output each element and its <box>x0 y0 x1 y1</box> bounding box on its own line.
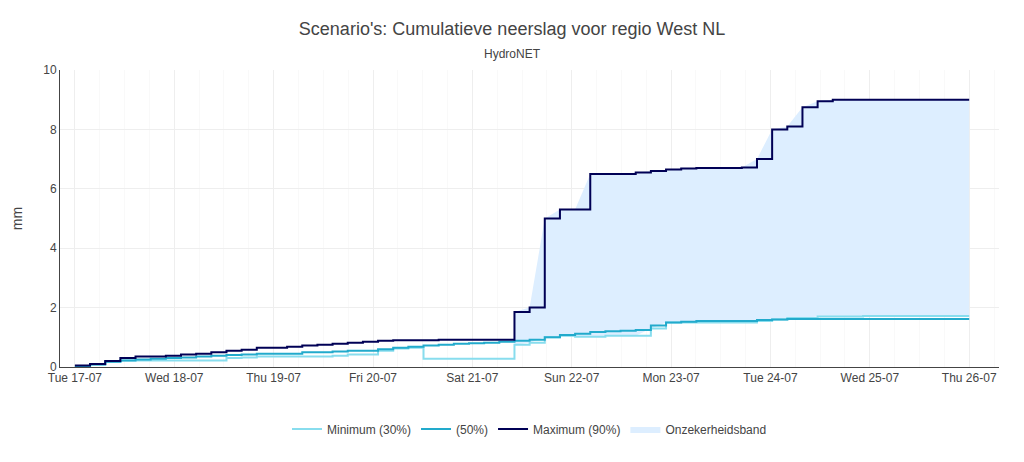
svg-text:2: 2 <box>50 301 57 315</box>
svg-text:0: 0 <box>50 360 57 374</box>
svg-text:Thu 19-07: Thu 19-07 <box>246 371 301 385</box>
svg-text:Maximum (90%): Maximum (90%) <box>533 423 620 437</box>
svg-text:Fri 20-07: Fri 20-07 <box>349 371 397 385</box>
svg-text:Wed 25-07: Wed 25-07 <box>841 371 900 385</box>
svg-text:Sun 22-07: Sun 22-07 <box>544 371 600 385</box>
svg-text:Thu 26-07: Thu 26-07 <box>942 371 997 385</box>
svg-text:Wed 18-07: Wed 18-07 <box>145 371 204 385</box>
svg-text:6: 6 <box>50 182 57 196</box>
svg-text:Minimum (30%): Minimum (30%) <box>327 423 411 437</box>
svg-text:Tue 17-07: Tue 17-07 <box>48 371 103 385</box>
svg-text:Sat 21-07: Sat 21-07 <box>446 371 498 385</box>
svg-text:Scenario's: Cumulatieve neersl: Scenario's: Cumulatieve neerslag voor re… <box>299 19 725 39</box>
svg-text:Onzekerheidsband: Onzekerheidsband <box>665 423 766 437</box>
svg-text:8: 8 <box>50 123 57 137</box>
svg-text:(50%): (50%) <box>456 423 488 437</box>
svg-text:Mon 23-07: Mon 23-07 <box>642 371 700 385</box>
svg-text:Tue 24-07: Tue 24-07 <box>743 371 798 385</box>
svg-text:10: 10 <box>43 63 57 77</box>
svg-text:mm: mm <box>9 207 25 230</box>
svg-text:HydroNET: HydroNET <box>484 47 541 61</box>
svg-text:4: 4 <box>50 241 57 255</box>
